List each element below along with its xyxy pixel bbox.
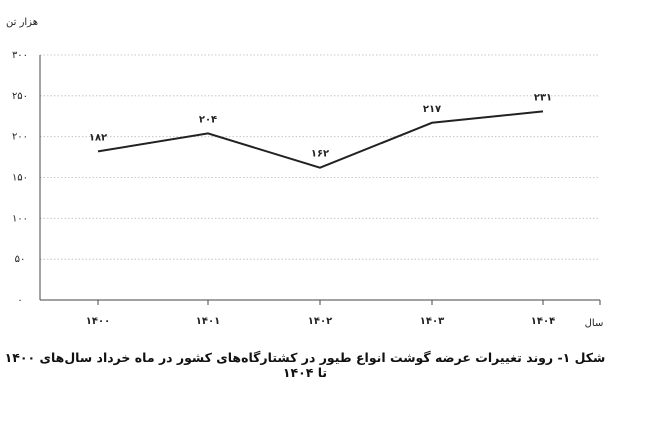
data-label: ۱۶۲ [311,149,329,160]
x-tick-label: ۱۴۰۲ [308,316,332,327]
x-tick-label: ۱۴۰۳ [420,316,444,327]
y-tick-label: ۳۰۰ [12,50,28,61]
y-tick-label: ۰ [17,295,22,306]
data-label: ۲۳۱ [534,92,552,103]
y-axis-label: هزار تن [6,17,38,28]
x-tick-label: ۱۴۰۱ [196,316,220,327]
x-axis-label: سال [585,318,604,329]
chart: هزار تن سال ۰ ۵۰ ۱۰۰ ۱۵۰ ۲۰۰ ۲۵۰ ۳۰۰ ۱۴۰۰ ۱۴۰۱ ۱۴… [6,17,604,329]
y-tick-label: ۲۰۰ [12,132,28,143]
y-tick-label: ۵۰ [15,254,26,265]
y-tick-label: ۱۵۰ [12,173,28,184]
y-tick-label: ۲۵۰ [12,91,28,102]
y-tick-label: ۱۰۰ [12,213,28,224]
x-tick-label: ۱۴۰۰ [86,316,110,327]
data-label: ۲۱۷ [423,104,441,115]
data-label: ۱۸۲ [89,132,107,143]
x-tick-label: ۱۴۰۴ [531,316,555,327]
data-label: ۲۰۴ [199,114,217,125]
line [97,110,544,169]
caption: شکل ۱- روند تغییرات عرضه گوشت انواع طیور… [4,350,606,380]
